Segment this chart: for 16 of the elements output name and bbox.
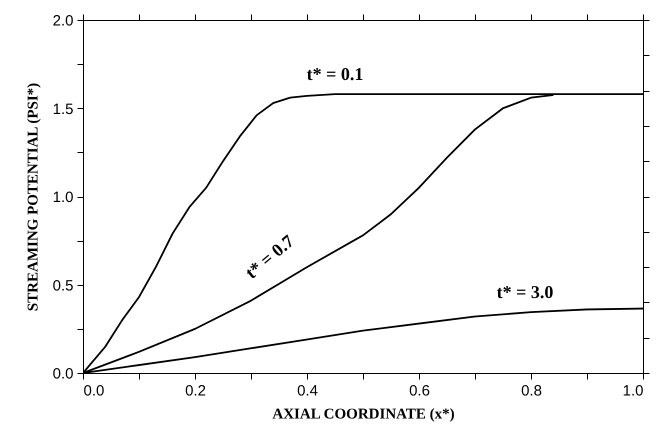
- text: t* = 0.7: [241, 230, 298, 283]
- x-tick-label: 0.6: [409, 382, 430, 400]
- series-label: t* = 3.0: [496, 282, 554, 302]
- y-tick-label: 1.5: [52, 100, 74, 118]
- y-tick-label: 0.5: [52, 277, 74, 294]
- x-tick-label: 0.0: [84, 382, 104, 400]
- y-axis-title: STREAMING POTENTIAL (PSI*): [26, 82, 42, 312]
- y-tick-label: 2.0: [52, 12, 74, 30]
- x-tick-label: 1.0: [622, 382, 644, 400]
- series-label: t* = 0.1: [306, 64, 364, 84]
- x-axis-title: AXIAL COORDINATE (x*): [272, 406, 455, 422]
- x-tick-label: 0.2: [185, 382, 206, 400]
- x-tick-label: 0.4: [297, 382, 318, 400]
- x-tick-label: 0.8: [521, 382, 542, 400]
- y-tick-label: 0.0: [52, 366, 74, 382]
- y-tick-label: 1.0: [52, 189, 74, 206]
